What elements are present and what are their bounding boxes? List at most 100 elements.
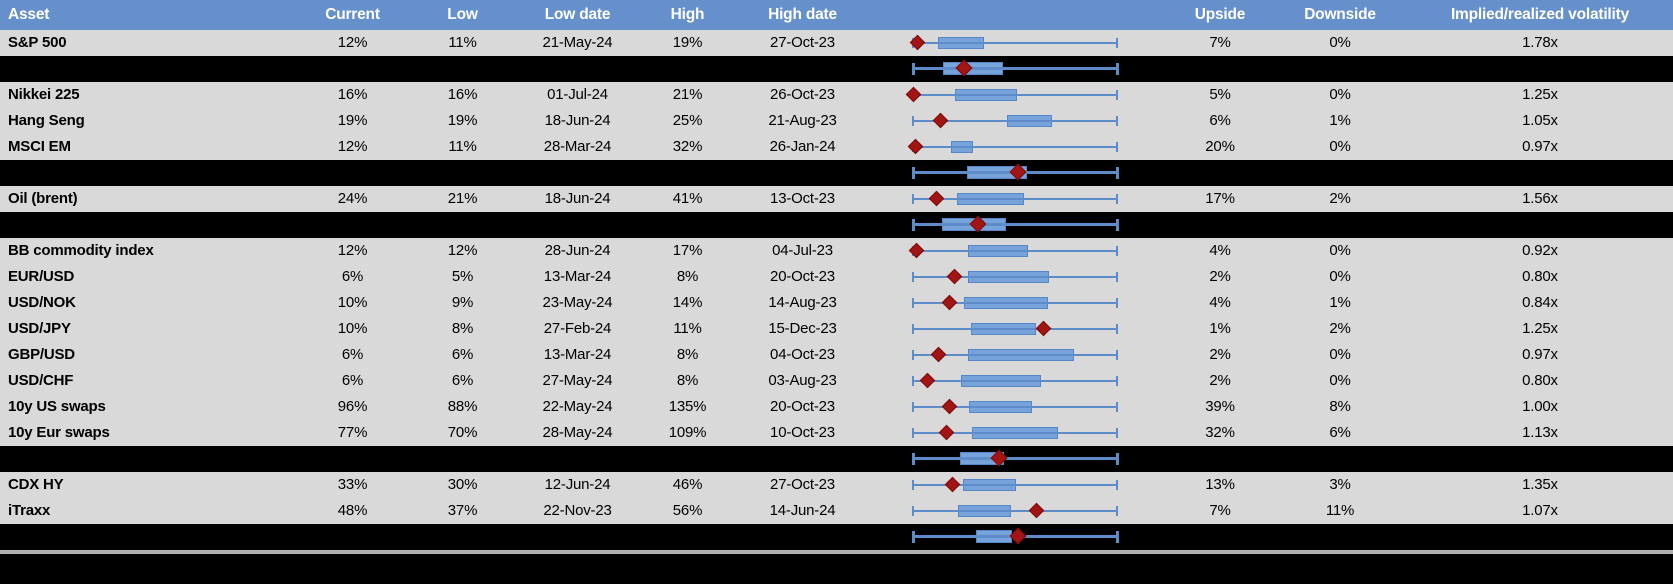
cell-downside: 0% [1329, 372, 1351, 389]
cell-high-date: 04-Jul-23 [772, 242, 833, 259]
current-marker-icon [945, 476, 961, 493]
cell-current: 16% [337, 86, 368, 103]
whisker-cap-left [912, 272, 914, 282]
cell-low: 37% [447, 502, 478, 519]
current-marker-icon [938, 424, 954, 441]
col-header-low: Low [447, 6, 478, 23]
asset-name: iTraxx [8, 502, 51, 519]
whisker-cap-left [912, 376, 914, 386]
whisker-cap-left [912, 428, 914, 438]
asset-name: GBP/USD [8, 346, 75, 363]
whisker-cap-left [912, 480, 914, 490]
cell-vol: 1.13x [1522, 424, 1558, 441]
cell-vol: 1.00x [1522, 398, 1558, 415]
cell-vol: 1.78x [1522, 34, 1558, 51]
cell-low: 12% [447, 242, 478, 259]
cell-downside: 0% [1329, 86, 1351, 103]
cell-low-date: 22-May-24 [542, 398, 613, 415]
cell-low: 16% [447, 86, 478, 103]
separator-row [0, 160, 1673, 186]
cell-vol: 1.56x [1522, 190, 1558, 207]
cell-downside: 2% [1329, 320, 1351, 337]
asset-name: BB commodity index [8, 242, 154, 259]
cell-current: 77% [337, 424, 368, 441]
cell-high-date: 14-Jun-24 [769, 502, 836, 519]
cell-low-date: 22-Nov-23 [543, 502, 612, 519]
whisker-cap-right [1116, 428, 1118, 438]
cell-low: 70% [447, 424, 478, 441]
cell-current: 10% [337, 320, 368, 337]
whisker-cap-right [1116, 506, 1118, 516]
cell-high: 8% [676, 372, 699, 389]
cell-upside: 4% [1209, 294, 1231, 311]
whisker-line [913, 432, 1118, 434]
cell-high: 56% [672, 502, 703, 519]
cell-high: 25% [672, 112, 703, 129]
current-marker-icon [1028, 502, 1044, 519]
whisker-line [913, 328, 1118, 330]
cell-current: 12% [337, 34, 368, 51]
cell-current: 24% [337, 190, 368, 207]
table-row: EUR/USD 6% 5% 13-Mar-24 8% 20-Oct-23 2% 0% 0.80x [0, 264, 1673, 290]
cell-high: 41% [672, 190, 703, 207]
whisker-line [913, 223, 1118, 226]
cell-vol: 0.97x [1522, 346, 1558, 363]
col-header-current: Current [325, 6, 380, 23]
cell-upside: 32% [1205, 424, 1235, 441]
whisker-cap-right [1116, 194, 1118, 204]
whisker-cap-right [1116, 298, 1118, 308]
separator-row [0, 446, 1673, 472]
whisker-line [913, 406, 1118, 408]
cell-high-date: 20-Oct-23 [770, 398, 835, 415]
table-row: USD/NOK 10% 9% 23-May-24 14% 14-Aug-23 4% 1% 0.8… [0, 290, 1673, 316]
cell-current: 12% [337, 138, 368, 155]
col-header-high-date: High date [768, 6, 837, 23]
whisker-line [913, 380, 1118, 382]
col-header-implied-realized-vol: Implied/realized volatility [1450, 6, 1630, 23]
cell-vol: 0.92x [1522, 242, 1558, 259]
cell-high-date: 04-Oct-23 [770, 346, 835, 363]
whisker-cap-right [1116, 63, 1119, 75]
cell-current: 6% [341, 372, 364, 389]
asset-name: USD/CHF [8, 372, 74, 389]
cell-upside: 5% [1209, 86, 1231, 103]
cell-high-date: 26-Jan-24 [769, 138, 836, 155]
cell-vol: 0.80x [1522, 268, 1558, 285]
whisker-cap-left [912, 116, 914, 126]
asset-name: Oil (brent) [8, 190, 78, 207]
whisker-cap-right [1116, 350, 1118, 360]
whisker-cap-left [912, 194, 914, 204]
asset-name: S&P 500 [8, 34, 67, 51]
whisker-line [913, 120, 1118, 122]
asset-name: 10y US swaps [8, 398, 106, 415]
cell-high-date: 13-Oct-23 [770, 190, 835, 207]
current-marker-icon [946, 268, 962, 285]
cell-low: 30% [447, 476, 478, 493]
whisker-cap-right [1116, 480, 1118, 490]
cell-upside: 17% [1205, 190, 1235, 207]
cell-low-date: 27-Feb-24 [543, 320, 612, 337]
cell-low-date: 21-May-24 [542, 34, 613, 51]
cell-current: 6% [341, 268, 364, 285]
cell-high-date: 21-Aug-23 [768, 112, 837, 129]
cell-upside: 20% [1205, 138, 1235, 155]
cell-vol: 0.80x [1522, 372, 1558, 389]
table-body: S&P 500 12% 11% 21-May-24 19% 27-Oct-23 7% 0% 1.… [0, 30, 1673, 550]
separator-row [0, 212, 1673, 238]
cell-low: 11% [448, 138, 477, 155]
current-marker-icon [930, 346, 946, 363]
current-marker-icon [1036, 320, 1052, 337]
cell-high: 32% [672, 138, 703, 155]
cell-vol: 1.25x [1522, 320, 1558, 337]
cell-low: 8% [451, 320, 474, 337]
whisker-cap-left [912, 531, 915, 543]
cell-current: 19% [337, 112, 368, 129]
table-row: 10y Eur swaps 77% 70% 28-May-24 109% 10-Oct-2… [0, 420, 1673, 446]
whisker-line [913, 198, 1118, 200]
cell-low: 11% [448, 34, 477, 51]
cell-downside: 8% [1329, 398, 1351, 415]
whisker-cap-right [1116, 90, 1118, 100]
whisker-line [913, 67, 1118, 70]
footer-divider [0, 550, 1673, 554]
cell-downside: 1% [1329, 294, 1351, 311]
